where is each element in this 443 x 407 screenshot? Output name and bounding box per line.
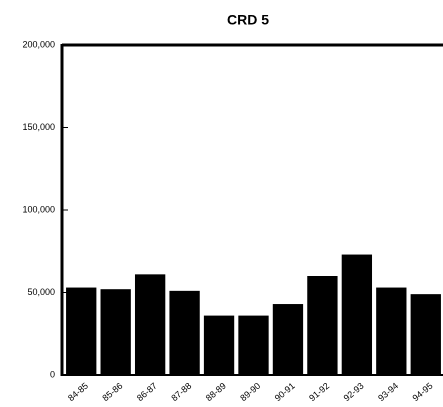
x-tick-label: 88-89 xyxy=(204,381,228,403)
bar xyxy=(134,274,166,375)
bar xyxy=(307,276,338,375)
x-tick-label: 93-94 xyxy=(376,381,400,403)
bar xyxy=(272,304,304,375)
bar xyxy=(66,287,97,375)
y-tick-label: 200,000 xyxy=(22,39,55,49)
chart-title: CRD 5 xyxy=(227,12,269,28)
y-tick-label: 0 xyxy=(50,369,55,379)
x-tick-label: 86-87 xyxy=(135,381,159,403)
y-tick-label: 100,000 xyxy=(22,204,55,214)
bar xyxy=(100,289,131,375)
y-tick-label: 50,000 xyxy=(27,287,55,297)
bar xyxy=(376,287,407,375)
x-tick-label: 84-85 xyxy=(66,381,90,403)
bar xyxy=(410,294,441,375)
bar xyxy=(238,315,269,375)
x-tick-label: 90-91 xyxy=(273,381,297,403)
x-tick-label: 91-92 xyxy=(307,381,331,403)
bar xyxy=(341,254,373,375)
y-tick-label: 150,000 xyxy=(22,122,55,132)
bar xyxy=(203,315,235,375)
bar xyxy=(169,290,200,375)
x-tick-label: 85-86 xyxy=(100,381,124,403)
x-tick-label: 89-90 xyxy=(238,381,262,403)
x-tick-label: 92-93 xyxy=(342,381,366,403)
x-tick-label: 87-88 xyxy=(169,381,193,403)
x-tick-label: 94-95 xyxy=(411,381,435,403)
